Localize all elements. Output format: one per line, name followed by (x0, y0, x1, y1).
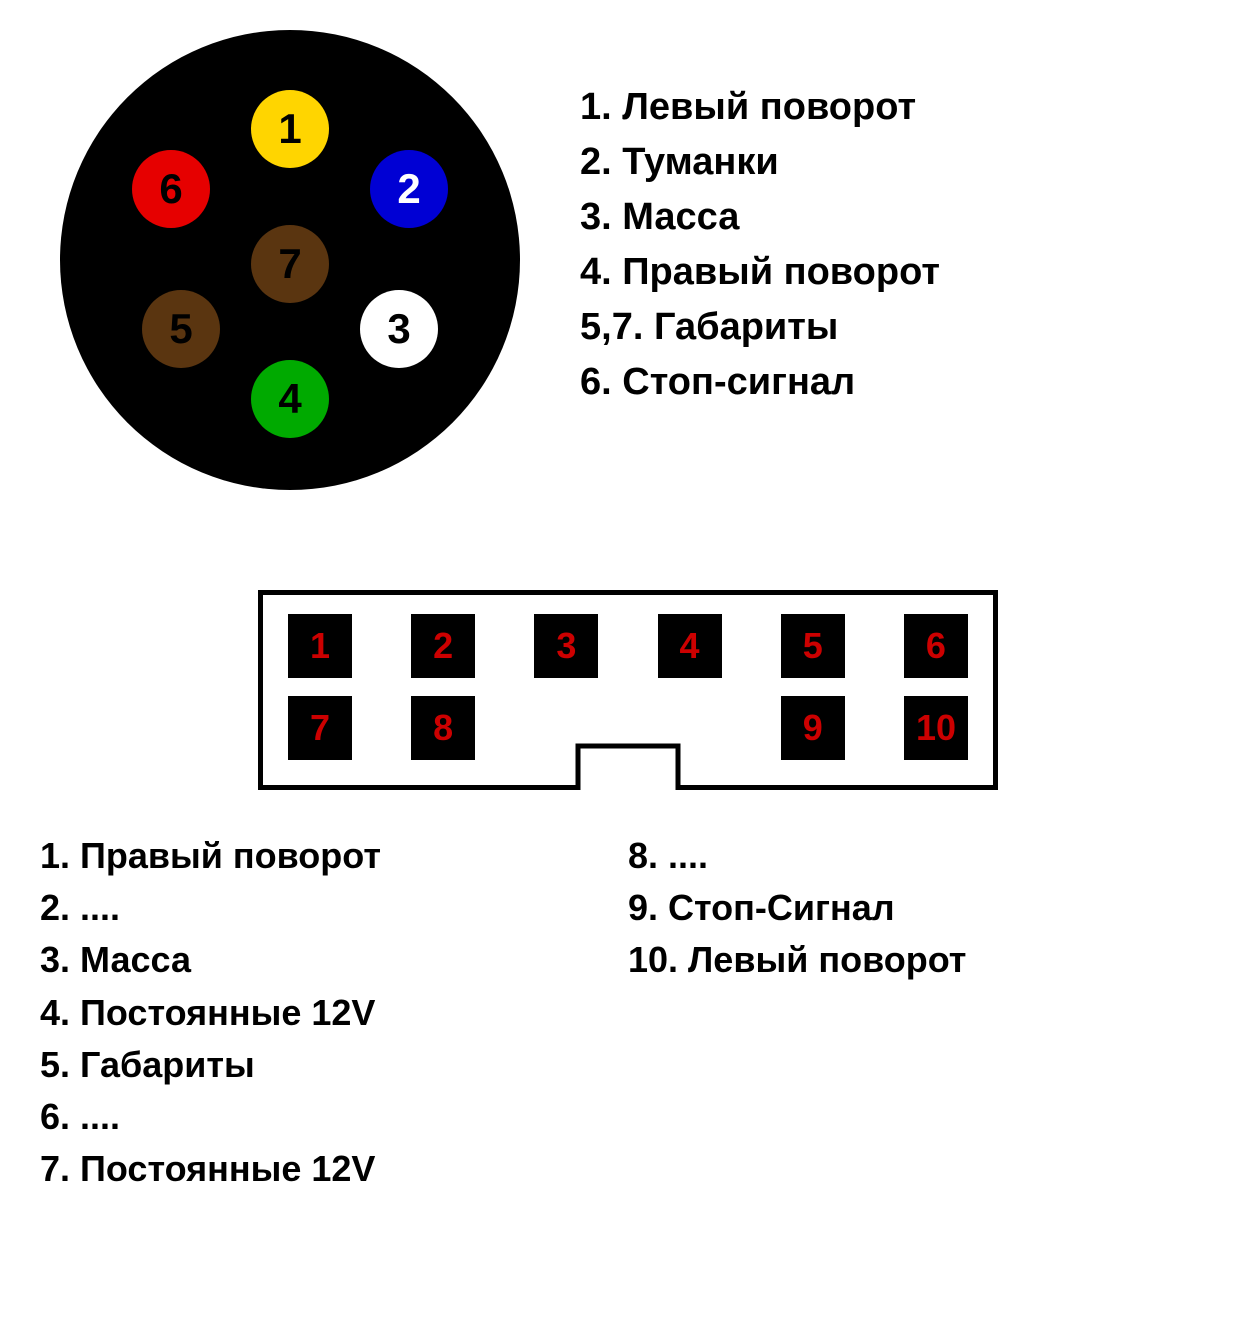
legend-bottom-left: 1. Правый поворот2. ....3. Масса4. Посто… (40, 830, 628, 1195)
legend-bottom-line: 1. Правый поворот (40, 830, 628, 882)
legend-bottom-line: 8. .... (628, 830, 1216, 882)
circle-pin-3: 3 (360, 290, 438, 368)
legend-bottom-line: 10. Левый поворот (628, 934, 1216, 986)
circle-pin-2: 2 (370, 150, 448, 228)
legend-top-line: 3. Масса (580, 190, 940, 245)
legend-bottom-line: 7. Постоянные 12V (40, 1143, 628, 1195)
circle-pin-4: 4 (251, 360, 329, 438)
circle-pin-1: 1 (251, 90, 329, 168)
legend-bottom: 1. Правый поворот2. ....3. Масса4. Посто… (0, 790, 1256, 1195)
legend-top-line: 4. Правый поворот (580, 245, 940, 300)
legend-top-line: 6. Стоп-сигнал (580, 355, 940, 410)
rect-pin-1: 1 (288, 614, 352, 678)
legend-bottom-line: 9. Стоп-Сигнал (628, 882, 1216, 934)
top-section: 12 345 67 1. Левый поворот2. Туманки3. Мас… (0, 0, 1256, 490)
legend-bottom-line: 2. .... (40, 882, 628, 934)
rect-pin-10: 10 (904, 696, 968, 760)
rect-pin-3: 3 (534, 614, 598, 678)
circle-connector: 12 345 67 (60, 30, 520, 490)
legend-top-line: 5,7. Габариты (580, 300, 940, 355)
rect-row-bottom: 78 9 10 (288, 696, 968, 760)
rect-pin-2: 2 (411, 614, 475, 678)
bottom-section: 123456 78 9 10 1. Правый поворот2. ....3. … (0, 590, 1256, 1195)
rect-pin-9: 9 (781, 696, 845, 760)
rect-pin-6: 6 (904, 614, 968, 678)
legend-bottom-right: 8. ....9. Стоп-Сигнал10. Левый поворот (628, 830, 1216, 1195)
rect-pins-area: 123456 78 9 10 (258, 590, 998, 790)
legend-top: 1. Левый поворот2. Туманки3. Масса4. Пра… (580, 80, 940, 411)
circle-pin-7: 7 (251, 225, 329, 303)
legend-bottom-line: 3. Масса (40, 934, 628, 986)
rect-row-top: 123456 (288, 614, 968, 678)
rect-pin-7: 7 (288, 696, 352, 760)
legend-bottom-line: 5. Габариты (40, 1039, 628, 1091)
circle-pin-5: 5 (142, 290, 220, 368)
legend-top-line: 2. Туманки (580, 135, 940, 190)
legend-bottom-line: 4. Постоянные 12V (40, 987, 628, 1039)
rect-connector-wrap: 123456 78 9 10 (0, 590, 1256, 790)
rect-pin-5: 5 (781, 614, 845, 678)
legend-bottom-line: 6. .... (40, 1091, 628, 1143)
circle-pin-6: 6 (132, 150, 210, 228)
rect-connector: 123456 78 9 10 (258, 590, 998, 790)
rect-pin-8: 8 (411, 696, 475, 760)
legend-top-line: 1. Левый поворот (580, 80, 940, 135)
rect-pin-4: 4 (658, 614, 722, 678)
diagram-container: 1234567 1. Левый поворот2. Туманки3. Мас… (0, 0, 1256, 1325)
